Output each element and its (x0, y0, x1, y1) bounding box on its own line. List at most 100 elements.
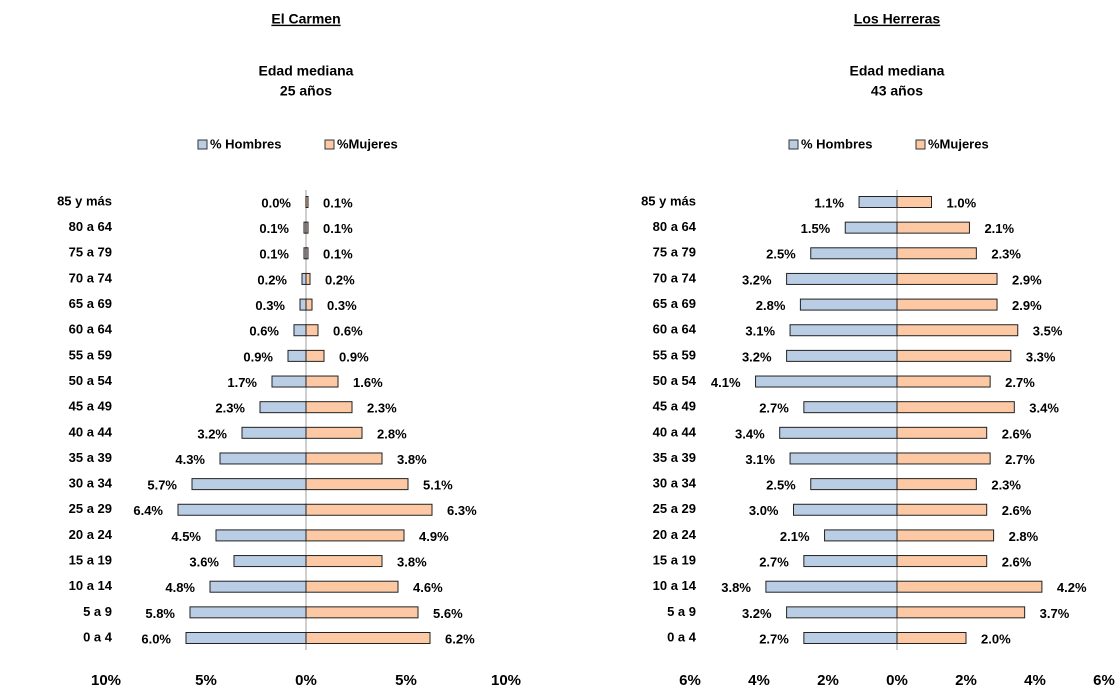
value-label: 0.1% (259, 247, 289, 262)
value-label: 2.3% (991, 247, 1021, 262)
legend-swatch (324, 139, 335, 150)
category-label: 0 a 4 (667, 629, 697, 644)
legend-label: %Mujeres (928, 136, 989, 151)
value-label: 1.6% (353, 375, 383, 390)
category-label: 45 a 49 (69, 399, 112, 414)
value-label: 2.5% (766, 247, 796, 262)
value-label: 2.1% (984, 221, 1014, 236)
x-tick-label: 10% (491, 672, 521, 689)
x-tick-label: 2% (955, 672, 977, 689)
value-label: 1.0% (947, 195, 977, 210)
value-label: 6.3% (447, 503, 477, 518)
bar (786, 606, 898, 619)
bar (896, 375, 991, 388)
category-label: 10 a 14 (69, 578, 113, 593)
category-label: 55 a 59 (69, 347, 112, 362)
bar (293, 324, 307, 337)
value-label: 5.8% (145, 606, 175, 621)
value-label: 3.1% (745, 452, 775, 467)
value-label: 5.7% (147, 478, 177, 493)
value-label: 3.4% (735, 426, 765, 441)
bar (896, 196, 932, 208)
value-label: 2.3% (215, 401, 245, 416)
category-label: 75 a 79 (653, 245, 696, 260)
bar (896, 606, 1026, 619)
value-label: 4.1% (711, 375, 741, 390)
bar (305, 478, 409, 491)
x-tick-label: 10% (91, 672, 121, 689)
value-label: 2.7% (759, 554, 789, 569)
bar (803, 401, 898, 414)
category-label: 70 a 74 (69, 270, 113, 285)
value-label: 3.8% (721, 580, 751, 595)
value-label: 2.6% (1002, 503, 1032, 518)
value-label: 4.9% (419, 529, 449, 544)
value-label: 2.7% (759, 401, 789, 416)
category-label: 50 a 54 (69, 373, 113, 388)
x-tick-label: 4% (748, 672, 770, 689)
bar (305, 324, 319, 337)
bar (299, 298, 307, 311)
bar (177, 503, 307, 516)
value-label: 0.9% (243, 349, 273, 364)
bar (789, 452, 898, 465)
subtitle: 43 años (871, 83, 923, 99)
category-label: 85 y más (57, 193, 112, 208)
value-label: 2.3% (991, 478, 1021, 493)
bar (896, 426, 988, 439)
bar (896, 452, 991, 465)
legend-swatch (197, 139, 208, 150)
value-label: 3.0% (749, 503, 779, 518)
bar (824, 529, 898, 542)
value-label: 3.2% (197, 426, 227, 441)
bar (765, 580, 898, 593)
value-label: 1.1% (814, 195, 844, 210)
bar (896, 247, 977, 260)
category-label: 60 a 64 (69, 322, 113, 337)
chart-title: Los Herreras (854, 11, 941, 27)
category-label: 50 a 54 (653, 373, 697, 388)
value-label: 4.6% (413, 580, 443, 595)
bar (215, 529, 307, 542)
bar (810, 247, 898, 260)
value-label: 5.6% (433, 606, 463, 621)
bar (799, 298, 898, 311)
x-tick-label: 5% (395, 672, 417, 689)
value-label: 2.8% (377, 426, 407, 441)
bar (287, 349, 307, 362)
value-label: 3.3% (1026, 349, 1056, 364)
bar (755, 375, 898, 388)
category-label: 45 a 49 (653, 399, 696, 414)
bar (858, 196, 898, 208)
value-label: 0.1% (323, 195, 353, 210)
bar (896, 580, 1043, 593)
value-label: 6.4% (133, 503, 163, 518)
x-tick-label: 5% (195, 672, 217, 689)
bar (896, 324, 1019, 337)
category-label: 35 a 39 (653, 450, 696, 465)
value-label: 2.6% (1002, 554, 1032, 569)
category-label: 0 a 4 (83, 629, 113, 644)
bar (305, 426, 363, 439)
x-tick-label: 4% (1024, 672, 1046, 689)
value-label: 2.8% (1009, 529, 1039, 544)
bar (305, 221, 309, 234)
x-tick-label: 0% (295, 672, 317, 689)
category-label: 30 a 34 (653, 476, 697, 491)
value-label: 0.1% (323, 247, 353, 262)
bar (786, 272, 898, 285)
value-label: 2.7% (1005, 452, 1035, 467)
value-label: 2.0% (981, 631, 1011, 646)
value-label: 3.8% (397, 554, 427, 569)
bar (896, 221, 970, 234)
value-label: 2.6% (1002, 426, 1032, 441)
bar (896, 503, 988, 516)
bar (305, 401, 353, 414)
subtitle: Edad mediana (850, 63, 945, 79)
bar (803, 632, 898, 644)
value-label: 0.3% (327, 298, 357, 313)
value-label: 1.7% (227, 375, 257, 390)
value-label: 3.2% (742, 349, 772, 364)
bar (305, 272, 311, 285)
bar (305, 580, 399, 593)
